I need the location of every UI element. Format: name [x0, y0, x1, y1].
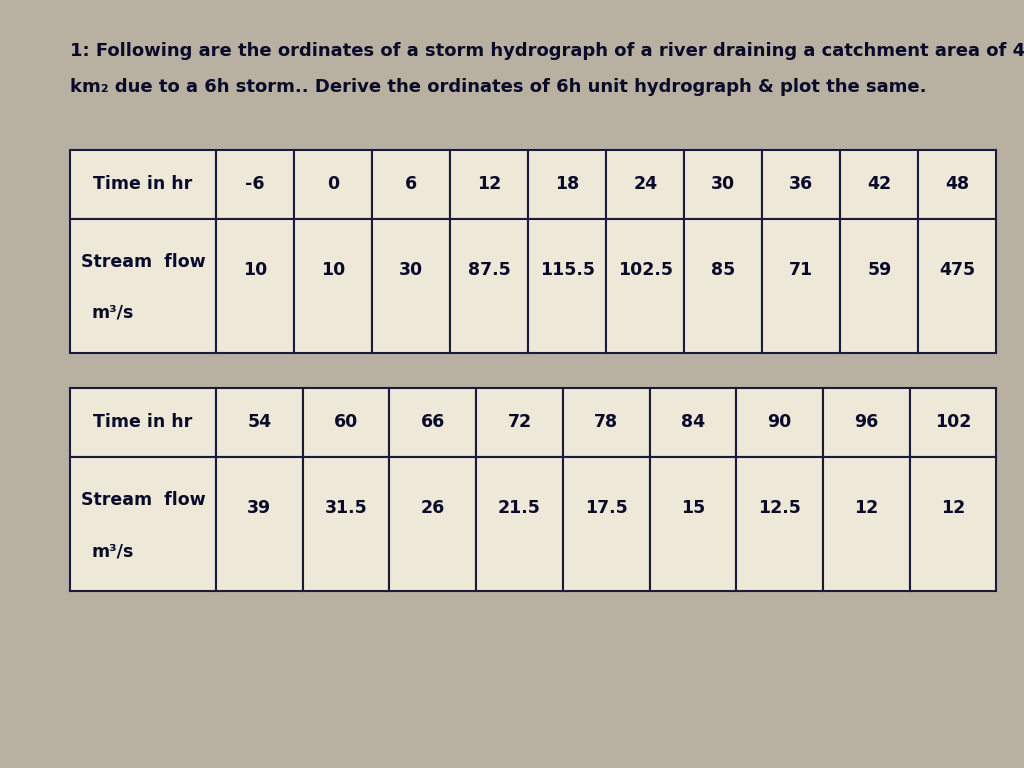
Bar — [606, 150, 684, 219]
Text: 30: 30 — [712, 175, 735, 194]
Text: Time in hr: Time in hr — [93, 413, 193, 432]
Text: 12: 12 — [941, 499, 966, 517]
Bar — [303, 388, 389, 457]
Bar — [389, 457, 476, 591]
Bar — [294, 150, 372, 219]
Bar — [649, 457, 736, 591]
Bar — [736, 457, 823, 591]
Bar — [823, 388, 909, 457]
Text: m³/s: m³/s — [91, 542, 134, 560]
Text: 60: 60 — [334, 413, 358, 432]
Bar — [476, 388, 563, 457]
Text: 42: 42 — [867, 175, 891, 194]
Bar — [528, 219, 606, 353]
Bar — [762, 150, 841, 219]
Text: 72: 72 — [508, 413, 531, 432]
Bar — [762, 219, 841, 353]
Text: 102: 102 — [935, 413, 971, 432]
Text: 26: 26 — [421, 499, 445, 517]
Text: 36: 36 — [790, 175, 813, 194]
Bar — [303, 457, 389, 591]
Text: km₂ due to a 6h storm.. Derive the ordinates of 6h unit hydrograph & plot the sa: km₂ due to a 6h storm.. Derive the ordin… — [70, 78, 926, 96]
Bar — [823, 457, 909, 591]
Text: Stream  flow: Stream flow — [81, 253, 205, 271]
Text: 66: 66 — [421, 413, 445, 432]
Bar — [451, 219, 528, 353]
Text: m³/s: m³/s — [91, 304, 134, 322]
Bar — [684, 219, 762, 353]
Text: 30: 30 — [399, 261, 423, 279]
Bar — [563, 388, 649, 457]
Text: 0: 0 — [327, 175, 339, 194]
Text: 12: 12 — [477, 175, 502, 194]
Text: 17.5: 17.5 — [585, 499, 628, 517]
Text: 71: 71 — [790, 261, 813, 279]
Bar — [919, 219, 996, 353]
Bar — [389, 388, 476, 457]
Bar — [606, 219, 684, 353]
Bar — [909, 388, 996, 457]
Text: 90: 90 — [767, 413, 792, 432]
Text: 96: 96 — [854, 413, 879, 432]
Text: Time in hr: Time in hr — [93, 175, 193, 194]
Text: 39: 39 — [248, 499, 271, 517]
Text: 85: 85 — [711, 261, 735, 279]
Text: 475: 475 — [939, 261, 976, 279]
Bar — [70, 219, 216, 353]
Bar — [909, 457, 996, 591]
Text: Stream  flow: Stream flow — [81, 491, 205, 509]
Bar — [70, 457, 216, 591]
Text: 115.5: 115.5 — [540, 261, 595, 279]
Bar — [451, 150, 528, 219]
Text: -6: -6 — [246, 175, 265, 194]
Text: 87.5: 87.5 — [468, 261, 511, 279]
Bar — [216, 150, 294, 219]
Bar — [216, 219, 294, 353]
Bar — [372, 150, 451, 219]
Bar — [684, 150, 762, 219]
Bar — [528, 150, 606, 219]
Bar — [736, 388, 823, 457]
Text: 21.5: 21.5 — [498, 499, 541, 517]
Text: 1: Following are the ordinates of a storm hydrograph of a river draining a catch: 1: Following are the ordinates of a stor… — [70, 42, 1024, 60]
Text: 6: 6 — [406, 175, 417, 194]
Bar — [919, 150, 996, 219]
Bar — [476, 457, 563, 591]
Bar — [216, 457, 303, 591]
Bar — [563, 457, 649, 591]
Text: 59: 59 — [867, 261, 892, 279]
Text: 102.5: 102.5 — [617, 261, 673, 279]
Bar — [649, 388, 736, 457]
Text: 24: 24 — [633, 175, 657, 194]
Bar — [294, 219, 372, 353]
Text: 10: 10 — [321, 261, 345, 279]
Text: 48: 48 — [945, 175, 970, 194]
Text: 10: 10 — [243, 261, 267, 279]
Text: 12.5: 12.5 — [758, 499, 801, 517]
Text: 84: 84 — [681, 413, 705, 432]
Text: 12: 12 — [854, 499, 879, 517]
Bar — [841, 150, 919, 219]
Text: 18: 18 — [555, 175, 580, 194]
Bar — [372, 219, 451, 353]
Bar — [841, 219, 919, 353]
Bar — [216, 388, 303, 457]
Text: 78: 78 — [594, 413, 618, 432]
Bar — [70, 150, 216, 219]
Text: 31.5: 31.5 — [325, 499, 368, 517]
Text: 54: 54 — [248, 413, 271, 432]
Text: 15: 15 — [681, 499, 706, 517]
Bar — [70, 388, 216, 457]
